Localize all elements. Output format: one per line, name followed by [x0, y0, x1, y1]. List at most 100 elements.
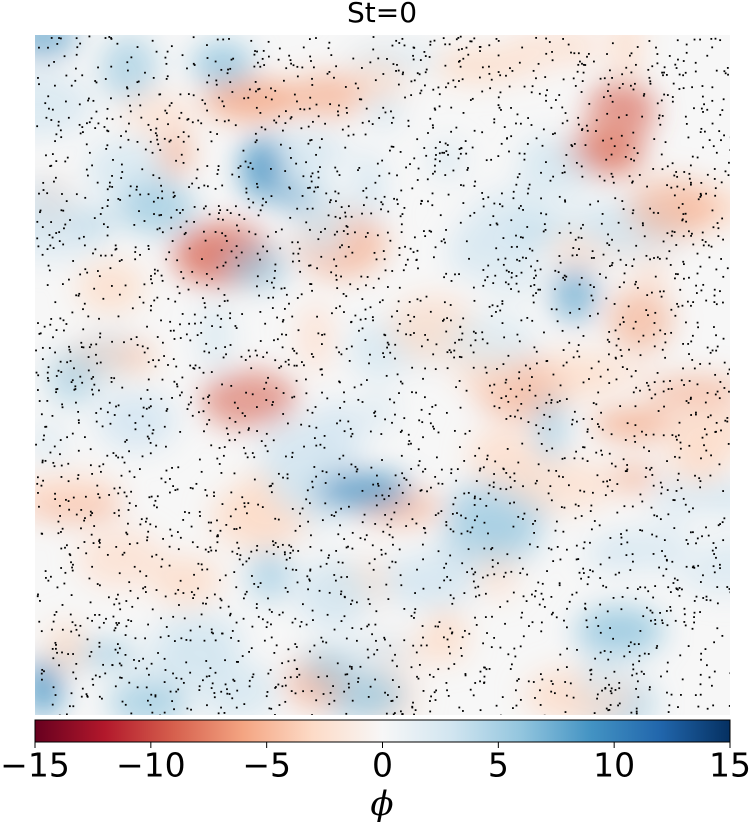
particle: [501, 205, 504, 208]
particle: [320, 255, 323, 258]
particle: [309, 650, 311, 653]
particle: [59, 317, 62, 320]
particle: [161, 279, 164, 282]
particle: [51, 153, 54, 156]
particle: [716, 627, 719, 630]
particle: [662, 574, 665, 577]
particle: [567, 43, 570, 46]
particle: [103, 223, 105, 226]
particle: [481, 90, 484, 93]
particle: [631, 265, 634, 267]
particle: [542, 598, 545, 601]
particle: [654, 623, 657, 625]
particle: [678, 421, 681, 424]
particle: [492, 215, 495, 218]
particle: [302, 603, 304, 606]
particle: [500, 109, 502, 111]
particle: [545, 213, 548, 216]
particle: [84, 196, 87, 199]
particle: [713, 168, 716, 170]
particle: [243, 446, 245, 449]
particle: [152, 429, 155, 431]
particle: [106, 188, 109, 191]
particle: [519, 698, 522, 701]
particle: [50, 221, 53, 223]
particle: [280, 143, 282, 146]
particle: [87, 369, 90, 372]
particle: [67, 500, 70, 502]
particle: [672, 582, 675, 584]
particle: [203, 184, 206, 187]
particle: [106, 226, 109, 229]
particle: [652, 211, 655, 214]
particle: [413, 157, 416, 160]
particle: [417, 167, 420, 170]
particle: [528, 384, 531, 387]
particle: [217, 712, 220, 715]
particle: [422, 377, 424, 380]
particle: [479, 709, 482, 712]
particle: [487, 532, 489, 535]
particle: [455, 38, 458, 41]
particle: [200, 470, 203, 473]
particle: [413, 713, 415, 715]
field-blob: [121, 91, 195, 137]
particle: [532, 69, 535, 72]
particle: [631, 505, 634, 508]
particle: [55, 391, 57, 394]
particle: [455, 126, 458, 129]
particle: [445, 330, 448, 333]
particle: [253, 456, 256, 459]
particle: [560, 506, 563, 508]
particle: [493, 473, 495, 475]
particle: [289, 187, 291, 190]
particle: [182, 519, 185, 521]
particle: [379, 301, 381, 304]
particle: [340, 206, 343, 208]
particle: [678, 587, 681, 589]
particle: [98, 584, 101, 587]
particle: [635, 386, 638, 389]
particle: [561, 457, 564, 460]
particle: [343, 400, 346, 403]
particle: [365, 196, 368, 199]
particle: [625, 554, 628, 557]
particle: [222, 38, 225, 41]
field-blob: [47, 621, 85, 672]
particle: [490, 315, 493, 317]
particle: [343, 311, 345, 313]
particle: [696, 272, 699, 275]
particle: [510, 570, 513, 573]
particle: [590, 257, 593, 259]
particle: [274, 541, 277, 544]
particle: [356, 288, 359, 290]
particle: [661, 71, 664, 74]
particle: [537, 463, 540, 466]
particle: [587, 576, 590, 579]
particle: [720, 181, 723, 184]
particle: [172, 196, 175, 199]
particle: [217, 168, 220, 171]
particle: [175, 159, 177, 162]
particle: [673, 194, 676, 197]
particle: [604, 677, 607, 680]
particle: [453, 349, 456, 352]
particle: [168, 140, 171, 143]
particle: [510, 219, 513, 222]
particle: [577, 116, 580, 119]
particle: [520, 417, 522, 420]
particle: [695, 542, 697, 545]
particle: [36, 482, 39, 485]
particle: [723, 70, 726, 73]
particle: [289, 147, 292, 150]
particle: [546, 360, 549, 362]
particle: [367, 598, 370, 601]
particle: [625, 264, 628, 266]
particle: [417, 677, 420, 680]
particle: [435, 154, 437, 156]
particle: [217, 535, 219, 538]
particle: [449, 554, 452, 557]
particle: [501, 300, 504, 303]
particle: [242, 714, 244, 715]
particle: [515, 395, 518, 398]
